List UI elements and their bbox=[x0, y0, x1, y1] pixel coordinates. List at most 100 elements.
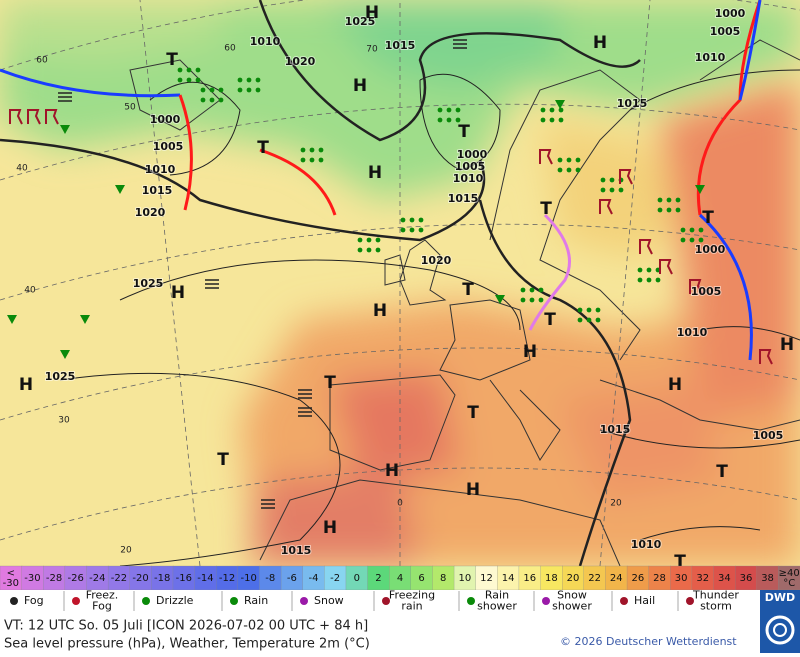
rain-dot bbox=[186, 67, 192, 73]
rain-dot bbox=[575, 157, 581, 163]
rain-dot bbox=[657, 197, 663, 203]
rain-dot bbox=[666, 207, 672, 213]
scale-label: 2 bbox=[375, 573, 381, 584]
rain-dot bbox=[177, 67, 183, 73]
rain-dot bbox=[558, 107, 564, 113]
isobar-label: 1025 bbox=[133, 277, 164, 290]
rain-dot bbox=[409, 227, 415, 233]
scale-label: -16 bbox=[176, 573, 192, 584]
scale-label: -12 bbox=[219, 573, 235, 584]
rain-dot bbox=[557, 167, 563, 173]
scale-label: -26 bbox=[68, 573, 84, 584]
rain-dot bbox=[549, 117, 555, 123]
rain-dot bbox=[595, 317, 601, 323]
scale-label: 22 bbox=[588, 573, 601, 584]
rain-dot bbox=[309, 157, 315, 163]
rain-dot bbox=[255, 77, 261, 83]
thunder-symbol bbox=[539, 149, 553, 165]
scale-label: 20 bbox=[567, 573, 580, 584]
shower-symbol bbox=[555, 100, 565, 109]
rain-dot bbox=[529, 287, 535, 293]
pressure-center: H bbox=[523, 342, 537, 362]
scale-label: -22 bbox=[111, 573, 127, 584]
isobar-label: 1000 bbox=[715, 7, 746, 20]
isobar-label: 1010 bbox=[145, 163, 176, 176]
rain-dot bbox=[437, 107, 443, 113]
rain-dot bbox=[218, 97, 224, 103]
rain-dot bbox=[195, 77, 201, 83]
legend-bg bbox=[0, 590, 760, 612]
scale-label: -30 bbox=[24, 573, 40, 584]
legend-label: Rain shower bbox=[477, 589, 517, 613]
rain-dot bbox=[318, 157, 324, 163]
rain-dot bbox=[218, 87, 224, 93]
rain-dot bbox=[575, 167, 581, 173]
rain-dot bbox=[600, 187, 606, 193]
rain-dot bbox=[586, 307, 592, 313]
rain-dot bbox=[540, 107, 546, 113]
pressure-center: H bbox=[365, 3, 379, 23]
isobar-label: 1010 bbox=[695, 51, 726, 64]
rain-dot bbox=[566, 167, 572, 173]
rain-dot bbox=[200, 87, 206, 93]
isobar-label: 1010 bbox=[677, 326, 708, 339]
rain-dot bbox=[300, 147, 306, 153]
legend-icon bbox=[300, 597, 308, 605]
rain-dot bbox=[637, 267, 643, 273]
isobar-label: 1020 bbox=[285, 55, 316, 68]
pressure-center: H bbox=[385, 461, 399, 481]
pressure-center: T bbox=[166, 50, 178, 70]
isobar-label: 1000 bbox=[457, 148, 488, 161]
pressure-center: T bbox=[544, 310, 556, 330]
scale-label: 4 bbox=[397, 573, 403, 584]
isobar-label: 1015 bbox=[617, 97, 648, 110]
rain-dot bbox=[400, 227, 406, 233]
rain-dot bbox=[577, 307, 583, 313]
rain-dot bbox=[186, 77, 192, 83]
shower-symbol bbox=[60, 350, 70, 359]
scale-label: 6 bbox=[418, 573, 424, 584]
isobar-label: 1005 bbox=[153, 140, 184, 153]
legend-label: Freez. Fog bbox=[86, 589, 119, 613]
rain-dot bbox=[637, 277, 643, 283]
rain-dot bbox=[520, 287, 526, 293]
scale-label: 18 bbox=[545, 573, 558, 584]
pressure-center: H bbox=[323, 518, 337, 538]
rain-dot bbox=[529, 297, 535, 303]
rain-dot bbox=[200, 97, 206, 103]
coastlines bbox=[129, 39, 800, 566]
shower-symbol bbox=[115, 185, 125, 194]
rain-dot bbox=[689, 227, 695, 233]
map-labels: 1025101010201015100010051010101510001005… bbox=[16, 3, 794, 566]
scale-label: < -30 bbox=[3, 568, 19, 589]
thunder-symbol bbox=[639, 239, 653, 255]
thunder-symbol bbox=[45, 109, 59, 125]
isobar-label: 1010 bbox=[631, 538, 662, 551]
pressure-center: T bbox=[467, 403, 479, 423]
pressure-center: T bbox=[324, 373, 336, 393]
logo-text: DWD bbox=[765, 591, 795, 604]
rain-dot bbox=[409, 217, 415, 223]
scale-label: 12 bbox=[480, 573, 493, 584]
scale-label: -10 bbox=[240, 573, 256, 584]
rain-dot bbox=[400, 217, 406, 223]
weather-legend: Fog Freez. Fog Drizzle Rain Snow Freezing rain R… bbox=[0, 589, 760, 613]
legend-label: Drizzle bbox=[156, 594, 194, 607]
shower-symbol bbox=[80, 315, 90, 324]
isobar-label: 1005 bbox=[710, 25, 741, 38]
rain-dot bbox=[357, 247, 363, 253]
rain-dot bbox=[646, 267, 652, 273]
weather-symbols bbox=[7, 39, 773, 509]
grid-label: 70 bbox=[366, 45, 378, 55]
legend-icon bbox=[230, 597, 238, 605]
rain-dot bbox=[609, 177, 615, 183]
scale-label: 26 bbox=[631, 573, 644, 584]
isobars bbox=[0, 0, 800, 566]
scale-label: 14 bbox=[502, 573, 515, 584]
rain-dot bbox=[689, 237, 695, 243]
scale-label: 36 bbox=[740, 573, 753, 584]
rain-dot bbox=[446, 107, 452, 113]
rain-dot bbox=[375, 247, 381, 253]
pressure-center: H bbox=[19, 375, 33, 395]
shower-symbol bbox=[695, 185, 705, 194]
